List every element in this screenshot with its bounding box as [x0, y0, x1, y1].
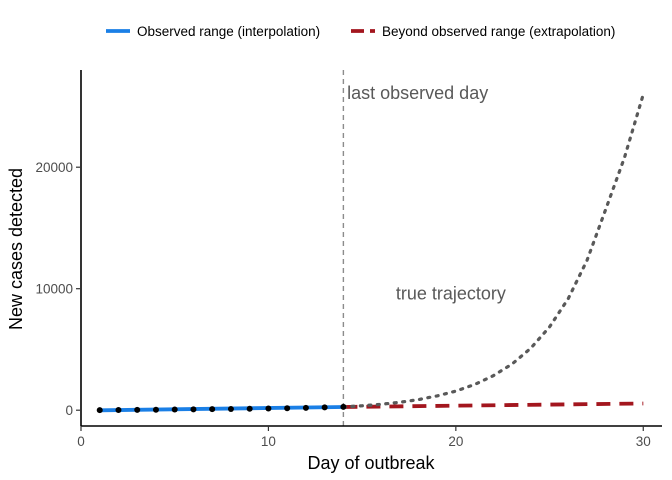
annotation-label: true trajectory [396, 284, 506, 304]
x-axis-label: Day of outbreak [307, 453, 435, 473]
observed-point [96, 407, 103, 414]
observed-point [265, 405, 272, 412]
observed-point [152, 406, 159, 413]
observed-point [115, 406, 122, 413]
y-axis-label: New cases detected [6, 168, 26, 330]
y-tick-label: 20000 [35, 160, 73, 175]
observed-point [340, 403, 347, 410]
y-tick-label: 10000 [35, 282, 73, 297]
legend-label-1: Observed range (interpolation) [137, 24, 320, 39]
observed-point [134, 406, 141, 413]
x-tick-label: 20 [448, 434, 463, 449]
observed-point [321, 404, 328, 411]
legend: Observed range (interpolation) Beyond obs… [106, 24, 615, 39]
y-tick-label: 0 [65, 403, 73, 418]
series-line-observed-range-interpolation [99, 405, 344, 413]
observed-point [209, 406, 216, 413]
observed-point [302, 404, 309, 411]
observed-point [246, 405, 253, 412]
series-line-beyond-observed-range-extrapolation [343, 401, 644, 409]
observed-point [190, 406, 197, 413]
x-tick-label: 0 [77, 434, 85, 449]
plot-area: last observed day true trajectory [96, 70, 645, 426]
observed-point [284, 405, 291, 412]
annotation-label: last observed day [347, 83, 488, 103]
series-line-true-trajectory [341, 92, 645, 409]
observed-point [227, 405, 234, 412]
x-tick-label: 10 [261, 434, 276, 449]
observed-point [171, 406, 178, 413]
x-tick-label: 30 [636, 434, 651, 449]
axes: 0 10 20 30 0 10000 20000 [35, 70, 662, 449]
legend-label-2: Beyond observed range (extrapolation) [382, 24, 615, 39]
